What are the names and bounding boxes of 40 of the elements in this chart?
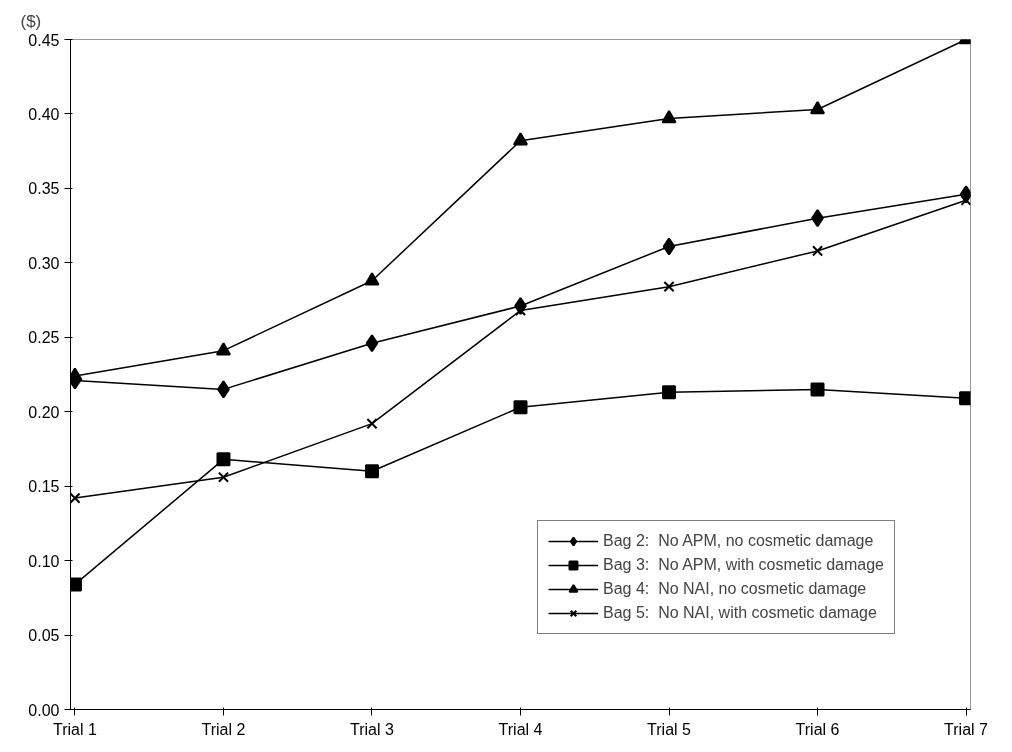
point [217,471,230,483]
y-tick-label: 0.25 [28,329,60,347]
y-tick-label: 0.30 [28,254,60,272]
point [810,382,825,397]
x-tick-label: Trial 7 [944,720,989,738]
point [661,109,677,124]
legend-label: Bag 4: No NAI, no cosmetic damage [602,580,867,598]
legend-label: Bag 5: No NAI, with cosmetic damage [602,604,877,622]
point [960,194,971,206]
legend-label: Bag 2: No APM, no cosmetic damage [602,532,874,550]
x-tick-label: Trial 4 [498,720,543,738]
x-tick-label: Trial 2 [201,720,246,738]
point [662,237,676,256]
point [663,281,675,293]
point [364,464,379,479]
y-tick-label: 0.20 [28,403,60,421]
point [216,452,231,467]
y-tick-label: 0.10 [28,552,60,570]
x-tick-label: Trial 5 [647,720,692,738]
x-tick-label: Trial 1 [53,720,97,738]
x-tick-label: Trial 3 [350,720,395,738]
point [70,492,81,504]
x-tick-label: Trial 6 [795,720,840,738]
y-axis-title: ($) [20,11,42,31]
y-tick-label: 0.35 [28,180,60,198]
point [810,100,826,115]
legend-label: Bag 3: No APM, with cosmetic damage [602,556,884,574]
point [215,342,231,356]
point [513,132,528,146]
y-tick-label: 0.05 [28,627,60,645]
point [513,400,528,415]
point [366,418,378,430]
point [811,245,824,257]
y-tick-label: 0.45 [28,31,60,49]
point [365,334,379,353]
y-tick-label: 0.00 [28,701,60,719]
y-tick-label: 0.40 [28,105,60,123]
y-tick-label: 0.15 [28,478,60,496]
point [364,272,380,286]
point [662,385,677,400]
